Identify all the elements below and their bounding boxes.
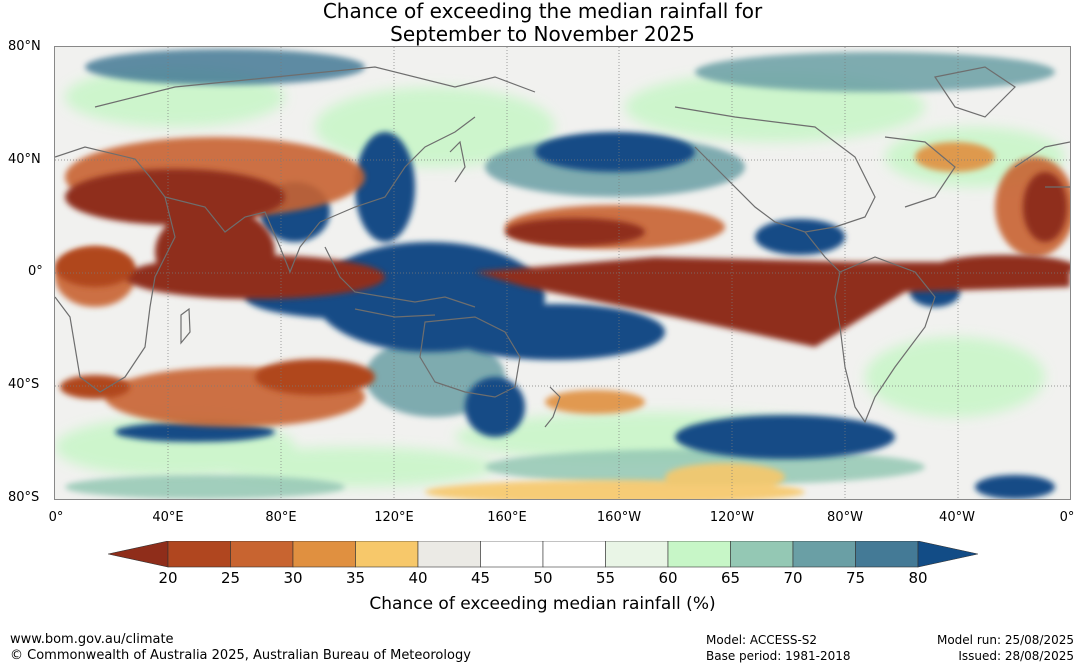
title-line-1: Chance of exceeding the median rainfall … <box>322 0 763 23</box>
lon-label-80w: 80°W <box>827 510 863 525</box>
graticule <box>55 47 1070 499</box>
rainfall-map <box>54 46 1071 500</box>
colorbar-bin-20-25 <box>167 540 231 568</box>
lon-label-80e: 80°E <box>265 510 297 525</box>
colorbar-tick-45: 45 <box>470 569 491 587</box>
footer-issued: Issued: 28/08/2025 <box>958 649 1074 663</box>
lon-label-40e: 40°E <box>152 510 184 525</box>
colorbar-tick-20: 20 <box>158 569 178 587</box>
colorbar-tick-80: 80 <box>908 569 928 587</box>
driest-regions <box>55 169 1070 399</box>
lon-label-160e: 160°E <box>487 510 527 525</box>
colorbar-over-triangle <box>917 540 979 568</box>
lon-label-40w: 40°W <box>939 510 975 525</box>
colorbar-bin-50-55 <box>542 540 606 568</box>
colorbar-tick-75: 75 <box>845 569 866 587</box>
footer-model: Model: ACCESS-S2 <box>706 633 818 647</box>
colorbar-bin-25-30 <box>230 540 294 568</box>
colorbar-bin-45-50 <box>480 540 544 568</box>
lon-label-0-right: 0° <box>1059 510 1075 525</box>
lat-label-80n: 80°N <box>8 39 41 54</box>
colorbar-bin-70-75 <box>792 540 856 568</box>
footer-copyright: © Commonwealth of Australia 2025, Austra… <box>10 648 471 663</box>
colorbar-graphic <box>107 540 979 568</box>
colorbar-tick-50: 50 <box>533 569 553 587</box>
lat-label-equator: 0° <box>28 264 43 279</box>
colorbar-under-triangle <box>107 540 169 568</box>
colorbar-bin-55-60 <box>605 540 669 568</box>
colorbar-tick-30: 30 <box>283 569 303 587</box>
footer-base-period: Base period: 1981-2018 <box>706 649 851 663</box>
colorbar-tick-25: 25 <box>220 569 241 587</box>
colorbar-bin-30-35 <box>292 540 356 568</box>
colorbar-bin-75-80 <box>855 540 919 568</box>
lon-label-160w: 160°W <box>596 510 642 525</box>
colorbar-tick-70: 70 <box>783 569 803 587</box>
lat-label-40s: 40°S <box>8 377 40 392</box>
footer-website: www.bom.gov.au/climate <box>10 632 174 647</box>
colorbar-bin-60-65 <box>667 540 731 568</box>
map-title: Chance of exceeding the median rainfall … <box>0 0 1085 46</box>
coastlines <box>55 66 1070 428</box>
colorbar-tick-55: 55 <box>595 569 616 587</box>
colorbar <box>107 540 979 573</box>
colorbar-label: Chance of exceeding median rainfall (%) <box>369 594 716 614</box>
colorbar-tick-40: 40 <box>408 569 428 587</box>
lat-label-40n: 40°N <box>8 152 41 167</box>
colorbar-tick-35: 35 <box>345 569 366 587</box>
colorbar-bin-65-70 <box>730 540 794 568</box>
colorbar-bin-40-45 <box>417 540 481 568</box>
lon-label-120e: 120°E <box>374 510 414 525</box>
colorbar-tick-60: 60 <box>658 569 678 587</box>
lon-label-0-left: 0° <box>48 510 64 525</box>
lat-label-80s: 80°S <box>8 490 40 505</box>
rainfall-map-graphic <box>55 47 1070 499</box>
colorbar-bin-35-40 <box>355 540 419 568</box>
lon-label-120w: 120°W <box>709 510 755 525</box>
title-line-2: September to November 2025 <box>390 22 695 46</box>
colorbar-tick-65: 65 <box>720 569 741 587</box>
footer-model-run: Model run: 25/08/2025 <box>936 633 1074 647</box>
